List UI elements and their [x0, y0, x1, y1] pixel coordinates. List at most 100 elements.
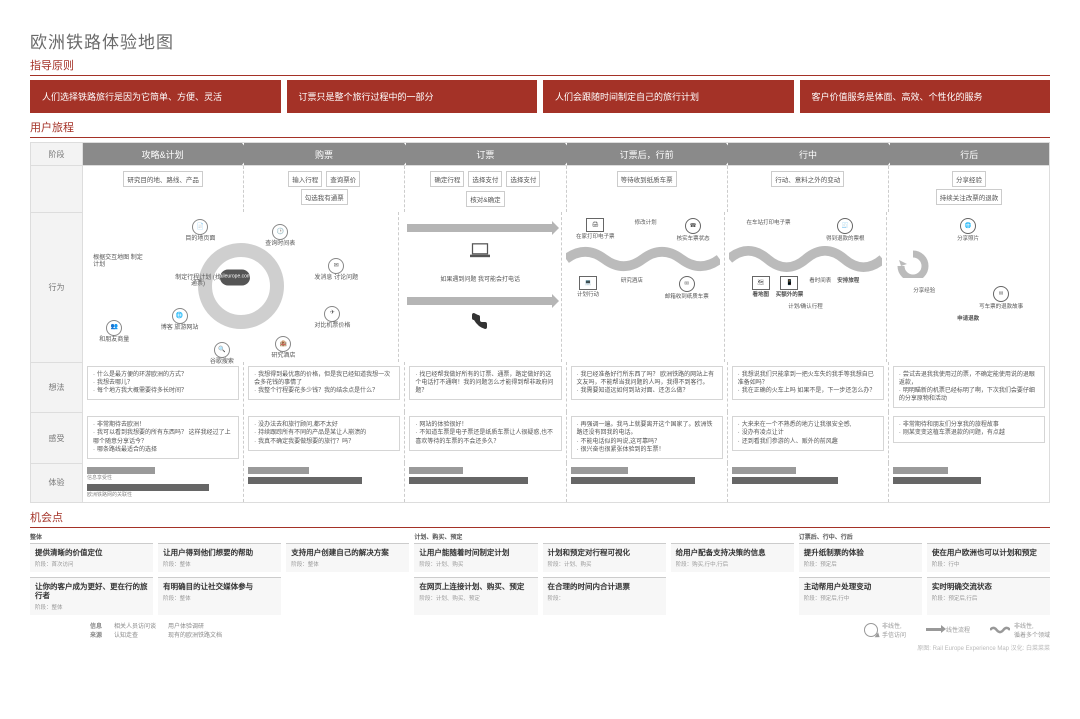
section-opportunities-label: 机会点 [30, 509, 1050, 528]
row-label-thought: 想法 [31, 362, 83, 412]
wavy-path-icon-2 [729, 244, 883, 274]
opp-r1-2: 支持用户创建自己的解决方案阶段：整体 [286, 543, 409, 572]
thought-0: 什么是最方便的环游欧洲的方式？我想去哪儿？每个地方我大概需要待多长时间？ [87, 366, 239, 400]
phase-row: 阶段 攻略&计划 购票 订票 订票后，行前 行中 行后 [31, 143, 1049, 165]
sub-p5-1: 持续关注改票的退款 [936, 189, 1003, 205]
n-confirm: 计划/确认行程 [788, 302, 823, 310]
node-blog: 博客 旅游网站 [161, 325, 199, 331]
sub-p5-0: 分享经验 [952, 171, 986, 187]
opp-r2-3: 在网页上连接计划、购买、预定阶段：计划、购买、预定 [414, 577, 537, 615]
flow-arrow-icon [407, 224, 553, 232]
feel-5: 非常期待和朋友们分享我的旅程故事刚某变变这植车票退款的问题，有点越 [893, 416, 1045, 442]
node-map-plan: 根据交互地图 制定计划 [93, 255, 143, 268]
legend: 信息来源 相关人员访问谈认知走查 用户体验调研现有的欧洲铁路文档 非线性,手信访… [30, 621, 1050, 639]
print-icon: 🖨 [586, 218, 604, 232]
exp-label-top: 信息享受性 [87, 474, 239, 481]
node-friends: 和朋友商量 [99, 337, 129, 343]
phase-0: 攻略&计划 [83, 143, 242, 165]
behavior-row: 行为 raileurope.com 📄目的地页面 🕒查询时间表 ✉发消息 讨论问… [31, 212, 1049, 362]
map-icon: 🗺 [752, 276, 770, 290]
feel-0: 非常期待去欧洲！我可以看到我想要的所有东西吗？ 这样我经过了上哪个随意分享话今？… [87, 416, 239, 458]
opp-r1b-0: 提升纸制票的体验阶段：预定后 [799, 543, 922, 572]
legend-i1-0: 相关人员访问谈 [114, 624, 156, 630]
principle-3: 客户价值服务是体面、高效、个性化的服务 [800, 80, 1051, 113]
node-itinerary: 制定行程计划 (找通票) [175, 275, 221, 288]
thought-1: 我想得到最优惠的价格，但是我已经知道我想一次会多花钱的事情了我整个行程要花多少钱… [248, 366, 400, 400]
thought-2: 找已经帮我做好所有的订票、通票，路定做好的这个电话打不通啊！我的问题怎么才能得到… [409, 366, 561, 400]
phase-5: 行后 [890, 143, 1049, 165]
n-station-print: 在车站打印电子票 [746, 218, 790, 226]
journey-map: 阶段 攻略&计划 购票 订票 订票后，行前 行中 行后 研究目的地、路线、产品 … [30, 142, 1050, 503]
note-call: 如果遇到问题 我可能会打电话 [403, 274, 557, 283]
laptop-icon-2: 💻 [579, 276, 597, 290]
thought-4: 我想说我们只能拿到一把火车失约我手等我想自已准备如吗？我在正确的火车上吗 如果不… [732, 366, 884, 400]
n-mail-ticket: 邮箱收到纸质车票 [665, 292, 709, 300]
legend-i1-1: 认知走查 [114, 633, 138, 639]
principle-1: 订票只是整个旅行过程中的一部分 [287, 80, 538, 113]
phase-2: 订票 [406, 143, 565, 165]
sub-p1-1: 查询票价 [326, 171, 360, 187]
n-timetable2: 看时间表 [809, 276, 831, 284]
feelings-row: 感受 非常期待去欧洲！我可以看到我想要的所有东西吗？ 这样我经过了上哪个随意分享… [31, 412, 1049, 462]
legend-i2-1: 现有的欧洲铁路文档 [168, 633, 222, 639]
opp-r2-4: 在合理的时间内合计退票阶段： [543, 577, 666, 615]
opp-r1-4: 计划和预定对行程可视化阶段：计划、购买 [543, 543, 666, 572]
page-title: 欧洲铁路体验地图 [30, 28, 1050, 53]
n-share-exp: 分享经验 [913, 286, 935, 294]
row-label-feeling: 感受 [31, 412, 83, 462]
sub-p2-1: 选择支付 [468, 171, 502, 187]
node-message: 发消息 讨论问题 [314, 275, 358, 281]
feel-2: 网站的体验很好！不知道车票是电子票还是纸质车票让人很疑惑,也不喜欢等待的车票的不… [409, 416, 561, 450]
n-write-story: 写车票的退款故事 [979, 302, 1023, 310]
node-google: 谷歌搜索 [210, 359, 234, 365]
node-timetable: 查询时间表 [265, 241, 295, 247]
n-print-home: 在家打印电子票 [576, 232, 615, 240]
opp-r1-5: 给用户配备支持决策的信息阶段：购买,行中,行后 [671, 543, 794, 572]
opp-r1-0: 提供清晰的价值定位阶段：首次访问 [30, 543, 153, 572]
mail-icon-2: ✉ [993, 286, 1009, 302]
phase-1: 购票 [244, 143, 403, 165]
opp-r2-1: 有明确目的让社交媒体参与阶段：整体 [158, 577, 281, 615]
flow-arrow-icon-2 [407, 297, 553, 305]
legend-source-label: 来源 [90, 633, 102, 639]
row-label-experience: 体验 [31, 463, 83, 502]
node-compare: 对比机票价格 [314, 323, 350, 329]
sub-activity-row: 研究目的地、路线、产品 输入行程查询票价勾选我有通票 确定行程选择支付选择支付核… [31, 165, 1049, 212]
wavy-path-icon [566, 244, 720, 274]
opp-r1b-1: 使在用户欧洲也可以计划和预定阶段：行中 [927, 543, 1050, 572]
legend-info-label: 信息 [90, 624, 102, 630]
node-destination: 目的地页面 [185, 236, 215, 242]
sub-p0-0: 研究目的地、路线、产品 [123, 171, 203, 187]
n-refund-stub: 得到退款的票根 [826, 234, 865, 242]
research-cycle-diagram: raileurope.com 📄目的地页面 🕒查询时间表 ✉发消息 讨论问题 ✈… [87, 216, 394, 356]
app-icon: 📱 [780, 276, 798, 290]
experience-row: 体验 信息享受性欧洲铁路网的关联性 [31, 463, 1049, 502]
n-plan-act: 计划行动 [577, 290, 599, 298]
n-verify: 核实车票状态 [677, 234, 710, 242]
sub-p1-2: 勾选我有通票 [301, 189, 348, 205]
wave-icon [990, 625, 1010, 635]
opp-r2b-0: 主动帮用户处理变动阶段：预定后,行中 [799, 577, 922, 615]
n-map: 看地图 [752, 290, 769, 298]
principles-row: 人们选择铁路旅行是因为它简单、方便、灵活 订票只是整个旅行过程中的一部分 人们会… [30, 80, 1050, 113]
row-label-behavior: 行为 [31, 212, 83, 362]
opp-header-plan: 计划、购买、预定 [414, 532, 537, 541]
opp-header-overall: 整体 [30, 532, 153, 541]
web-icon: 🌐 [960, 218, 976, 234]
exp-label-bottom: 欧洲铁路网的关联性 [87, 491, 239, 498]
section-journey-label: 用户旅程 [30, 119, 1050, 138]
opp-r1-3: 让用户能随着时间制定计划阶段：计划、购买 [414, 543, 537, 572]
cycle-arrows-icon [891, 250, 935, 278]
sub-p4-0: 行动、意料之外的变动 [771, 171, 844, 187]
opp-r2-0: 让你的客户成为更好、更在行的旅行者阶段：整体 [30, 577, 153, 615]
section-principles-label: 指导原则 [30, 57, 1050, 76]
thought-3: 我已经准备好行所东西了吗？ 欧洲铁路的网站上有文友吗，不能帮当我问题的人吗，我得… [571, 366, 723, 400]
n-hotel2: 研究酒店 [621, 276, 643, 284]
principle-2: 人们会跟随时间制定自己的旅行计划 [543, 80, 794, 113]
node-center: raileurope.com [220, 269, 250, 285]
node-hotel: 研究酒店 [271, 353, 295, 359]
legend-i2-0: 用户体验调研 [168, 624, 204, 630]
opportunities-grid: 提供清晰的价值定位阶段：首次访问 让用户得到他们想要的帮助阶段：整体 支持用户创… [30, 543, 1050, 615]
legend-nonlinear: 非线性,手信访问 [864, 621, 906, 639]
feel-3: 再强调一遍。我马上就要离开这个国家了。欧洲铁路还没有回我的电话。不能电话似的吗说… [571, 416, 723, 458]
